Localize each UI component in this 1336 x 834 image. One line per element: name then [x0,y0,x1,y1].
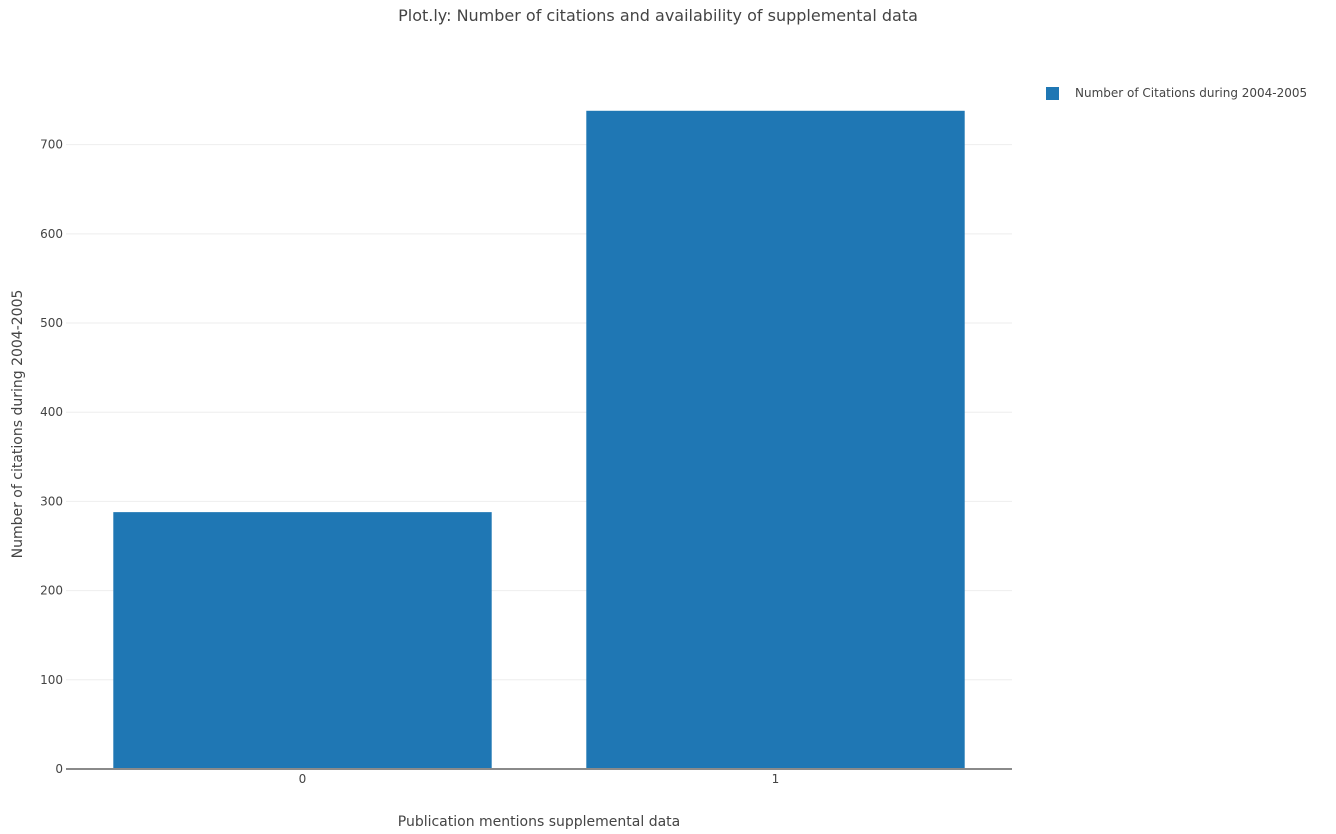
legend[interactable]: Number of Citations during 2004-2005 [1046,86,1307,100]
y-tick-label: 400 [40,405,63,419]
y-axis-ticks: 0 100 200 300 400 500 600 700 [40,138,63,776]
chart-title: Plot.ly: Number of citations and availab… [398,6,918,25]
y-tick-label: 500 [40,316,63,330]
y-tick-label: 700 [40,138,63,152]
y-tick-label: 0 [55,762,63,776]
legend-swatch-icon [1046,86,1059,100]
bar-1[interactable] [586,110,965,769]
y-axis-title: Number of citations during 2004-2005 [10,290,26,559]
bar-0[interactable] [113,512,492,769]
y-tick-label: 600 [40,227,63,241]
y-tick-label: 100 [40,673,63,687]
legend-label: Number of Citations during 2004-2005 [1075,86,1308,100]
x-tick-label: 1 [772,772,780,786]
y-tick-label: 300 [40,494,63,508]
x-axis-title: Publication mentions supplemental data [398,814,680,830]
y-tick-label: 200 [40,584,63,598]
x-tick-label: 0 [299,772,307,786]
bars [113,110,965,769]
